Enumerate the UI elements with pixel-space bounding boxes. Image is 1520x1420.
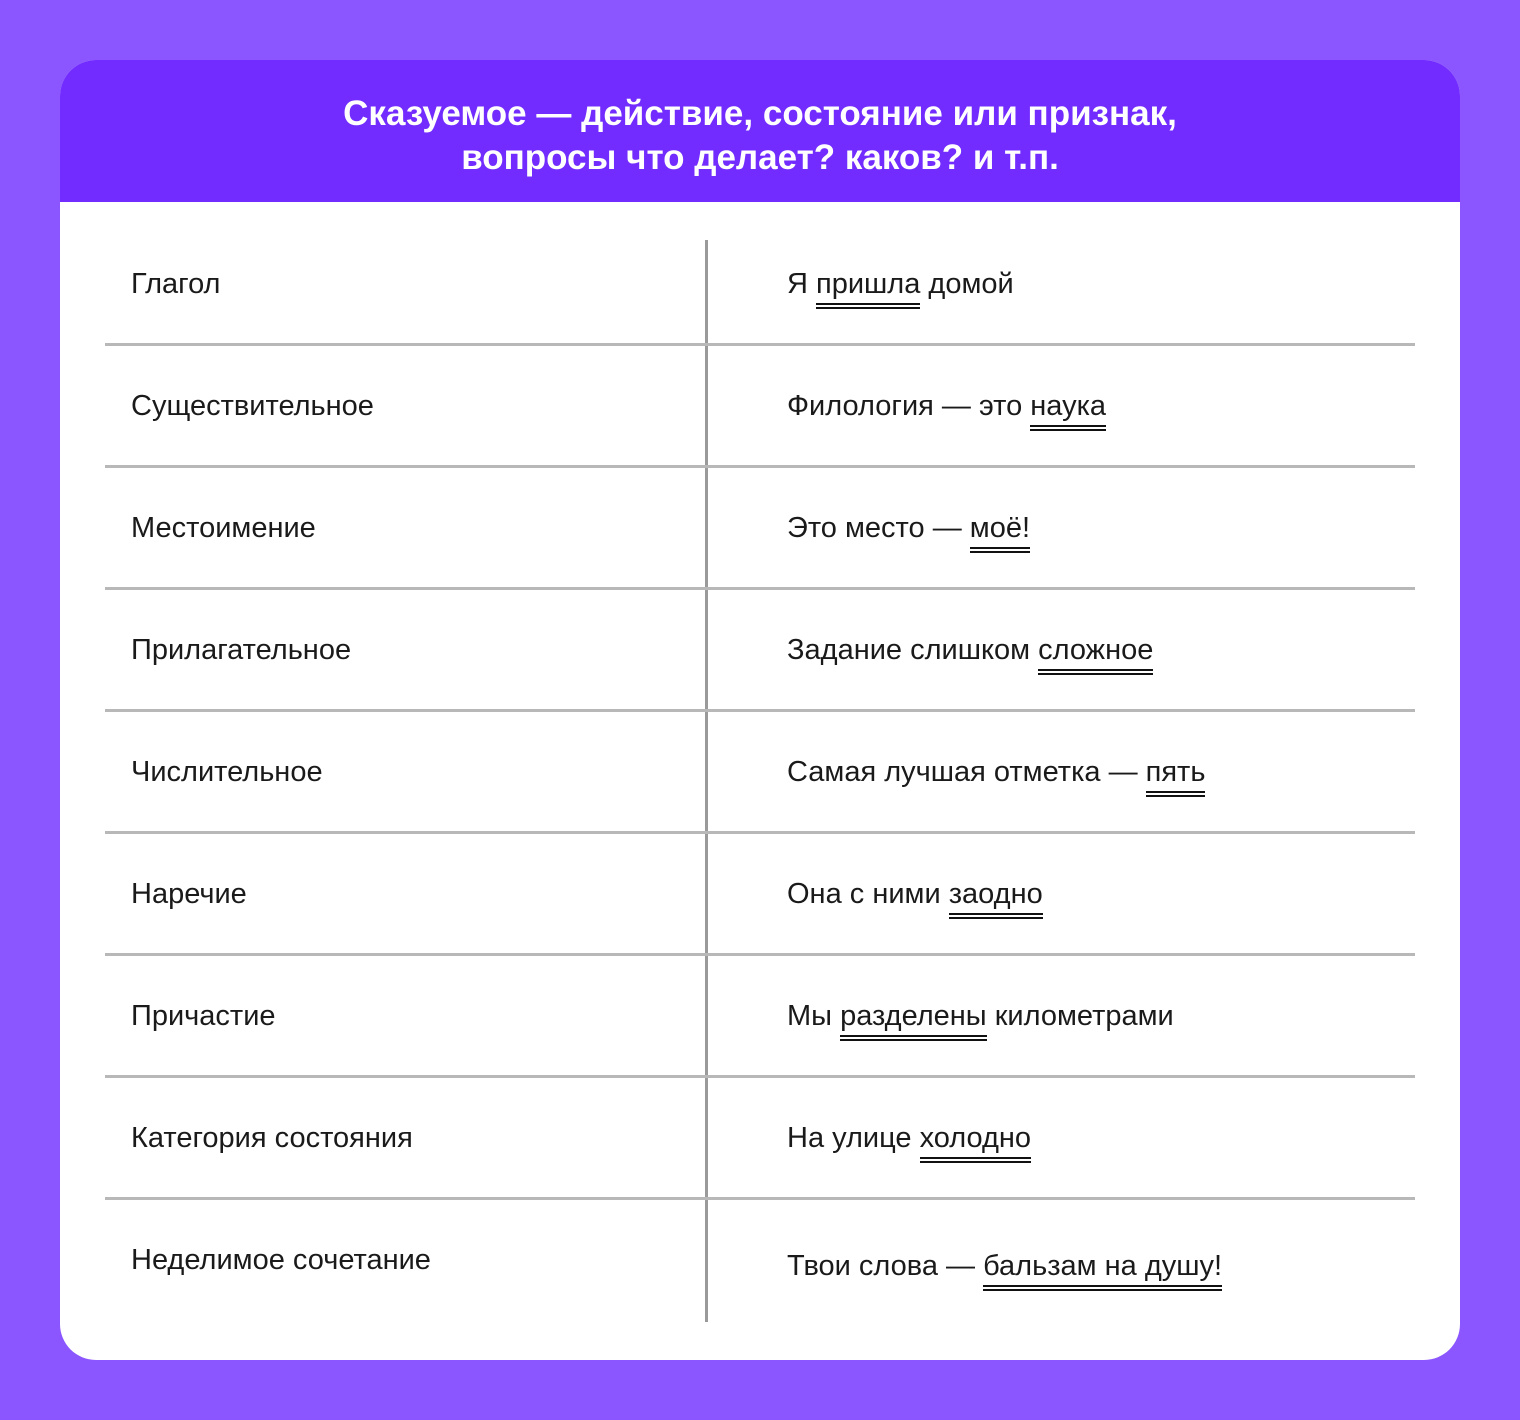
example-predicate: пять	[1145, 756, 1206, 797]
example-before: На улице	[787, 1122, 920, 1154]
table-row: Прилагательное Задание слишком сложное	[105, 590, 1415, 712]
example-before: Она с ними	[787, 878, 949, 910]
example-sentence: Самая лучшая отметка — пять	[787, 756, 1206, 797]
header-line-1: Сказуемое — действие, состояние или приз…	[343, 94, 1177, 133]
example-sentence: Это место — моё!	[787, 512, 1031, 553]
table-row: Категория состояния На улице холодно	[105, 1078, 1415, 1200]
header: Сказуемое — действие, состояние или приз…	[60, 60, 1460, 202]
predicate-table: Глагол Я пришла домой Существительное Филол…	[105, 224, 1415, 1322]
example-before: Я	[787, 268, 816, 300]
example-sentence: На улице холодно	[787, 1122, 1032, 1163]
table-row: Наречие Она с ними заодно	[105, 834, 1415, 956]
example-before: Филология — это	[787, 390, 1031, 422]
example-sentence: Она с ними заодно	[787, 878, 1043, 919]
table-row: Местоимение Это место — моё!	[105, 468, 1415, 590]
example-sentence: Мы разделены километрами	[787, 1000, 1174, 1041]
example-predicate: разделены	[840, 1000, 987, 1041]
example-predicate: бальзам на душу!	[983, 1250, 1223, 1291]
example-sentence: Твои слова — бальзам на душу!	[787, 1250, 1223, 1291]
part-of-speech: Местоимение	[131, 512, 316, 544]
part-of-speech: Существительное	[131, 390, 374, 422]
example-sentence: Я пришла домой	[787, 268, 1014, 309]
table-row: Числительное Самая лучшая отметка — пять	[105, 712, 1415, 834]
example-before: Твои слова —	[787, 1250, 984, 1282]
example-predicate: наука	[1030, 390, 1107, 431]
example-sentence: Филология — это наука	[787, 390, 1107, 431]
example-after: километрами	[986, 1000, 1174, 1032]
example-before: Это место —	[787, 512, 970, 544]
part-of-speech: Прилагательное	[131, 634, 352, 666]
part-of-speech: Категория состояния	[131, 1122, 413, 1154]
header-line-2: вопросы что делает? каков? и т.п.	[461, 138, 1059, 177]
part-of-speech: Неделимое сочетание	[131, 1244, 431, 1276]
table-row: Глагол Я пришла домой	[105, 224, 1415, 346]
example-predicate: моё!	[969, 512, 1031, 553]
part-of-speech: Числительное	[131, 756, 323, 788]
example-before: Самая лучшая отметка —	[787, 756, 1146, 788]
card: Сказуемое — действие, состояние или приз…	[60, 60, 1460, 1360]
example-after: домой	[920, 268, 1014, 300]
example-predicate: сложное	[1038, 634, 1154, 675]
part-of-speech: Глагол	[131, 268, 221, 300]
example-predicate: заодно	[948, 878, 1043, 919]
table-row: Существительное Филология — это наука	[105, 346, 1415, 468]
part-of-speech: Наречие	[131, 878, 247, 910]
example-predicate: пришла	[816, 268, 921, 309]
example-sentence: Задание слишком сложное	[787, 634, 1154, 675]
example-predicate: холодно	[919, 1122, 1032, 1163]
column-divider	[705, 240, 708, 1322]
part-of-speech: Причастие	[131, 1000, 276, 1032]
example-before: Мы	[787, 1000, 841, 1032]
table-row: Причастие Мы разделены километрами	[105, 956, 1415, 1078]
table-row: Неделимое сочетание Твои слова — бальзам …	[105, 1200, 1415, 1322]
example-before: Задание слишком	[787, 634, 1039, 666]
